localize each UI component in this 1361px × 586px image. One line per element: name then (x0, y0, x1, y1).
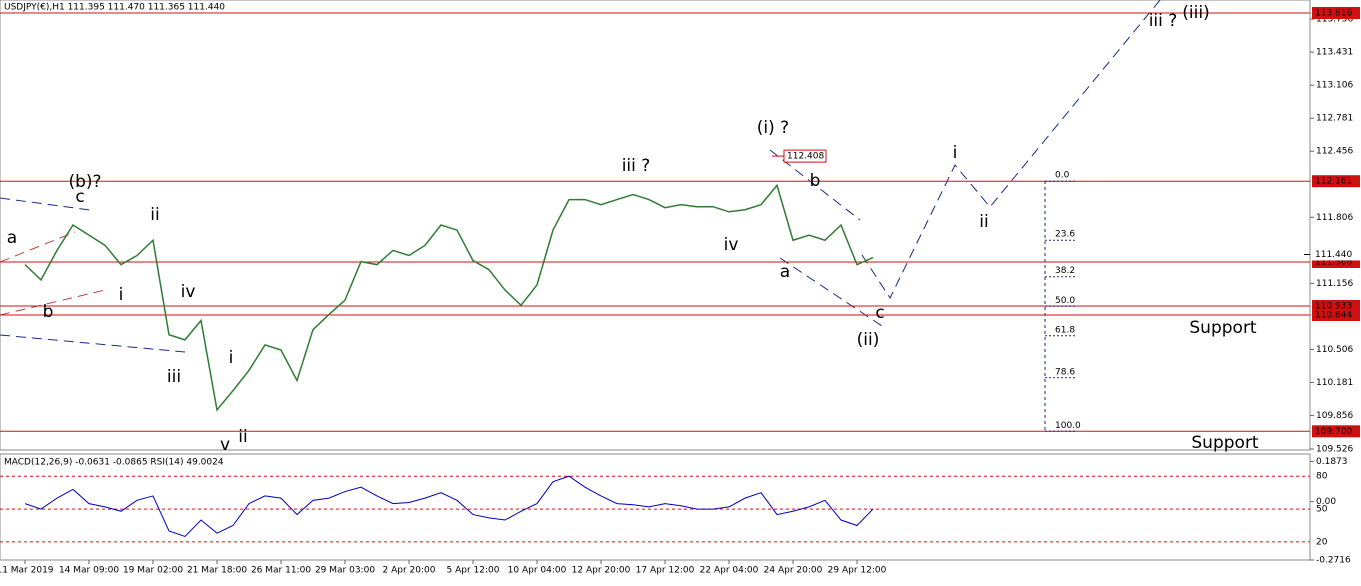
x-tick-label: 29 Mar 03:00 (315, 566, 375, 576)
level-label: 110.844 (1315, 311, 1352, 321)
wave-label: iii ? (622, 156, 651, 176)
rsi-line (24, 475, 874, 538)
level-box (1312, 7, 1360, 20)
x-tick-label: 29 Apr 12:00 (828, 566, 887, 576)
wave-label: iv (181, 282, 196, 302)
price-line (24, 183, 874, 412)
macd-tick-label: 0.00 (1316, 497, 1336, 507)
fib-label: 38.2 (1055, 266, 1075, 276)
x-tick-label: 12 Apr 20:00 (572, 566, 631, 576)
wave-label: a (780, 262, 790, 282)
wave-label: (b)? (68, 172, 101, 192)
last-price-box (1312, 248, 1360, 261)
channel-line (779, 257, 886, 329)
wave-label: (ii) (857, 330, 880, 350)
high-label: 112.408 (787, 152, 824, 162)
wave-label: i (953, 143, 958, 163)
wave-label: iv (724, 235, 739, 255)
x-tick-label: 19 Mar 02:00 (123, 566, 183, 576)
rsi-tick-label: 80 (1316, 472, 1328, 482)
x-tick-label: 5 Apr 12:00 (447, 566, 500, 576)
y-tick-label: 112.456 (1316, 147, 1353, 157)
level-label: 110.933 (1315, 301, 1352, 311)
y-tick-label: 111.806 (1316, 213, 1353, 223)
fib-label: 0.0 (1055, 171, 1070, 181)
fib-label: 78.6 (1055, 367, 1075, 377)
macd-tick-label: -0.2716 (1316, 556, 1351, 566)
wave-label: ii (150, 205, 159, 225)
wave-label: ii (238, 427, 247, 447)
y-tick-label: 110.506 (1316, 345, 1353, 355)
level-label: 113.816 (1315, 9, 1352, 19)
x-tick-label: 10 Apr 04:00 (508, 566, 567, 576)
x-tick-label: 14 Mar 09:00 (59, 566, 119, 576)
fib-label: 50.0 (1055, 296, 1075, 306)
projection-path (861, 0, 1161, 300)
x-tick-label: 11 Mar 2019 (0, 566, 54, 576)
wave-label: (iii) (1182, 3, 1209, 23)
level-label: 109.700 (1315, 427, 1352, 437)
level-box (1312, 175, 1360, 188)
indicator-title: MACD(12,26,9) -0.0631 -0.0865 RSI(14) 49… (4, 458, 224, 468)
wave-label: iii (167, 367, 181, 387)
level-box (1312, 309, 1360, 322)
channel-line (0, 289, 106, 316)
rsi-tick-label: 50 (1316, 505, 1328, 515)
high-box (783, 149, 827, 163)
x-tick-label: 22 Apr 04:00 (700, 566, 759, 576)
y-tick-label: 112.781 (1316, 114, 1353, 124)
x-tick-label: 17 Apr 12:00 (636, 566, 695, 576)
y-tick-label: 111.156 (1316, 279, 1353, 289)
level-label: 112.161 (1315, 177, 1352, 187)
wave-label: c (75, 187, 84, 207)
price-panel (0, 0, 1311, 451)
wave-label: a (7, 228, 17, 248)
x-tick-label: 24 Apr 20:00 (764, 566, 823, 576)
wave-label: v (220, 435, 230, 455)
wave-label: iii ? (1149, 11, 1178, 31)
level-box (1312, 299, 1360, 312)
wave-label: i (229, 348, 234, 368)
x-tick-label: 2 Apr 20:00 (383, 566, 436, 576)
y-tick-label: 110.181 (1316, 378, 1353, 388)
wave-label: b (43, 302, 54, 322)
level-label: 111.366 (1315, 257, 1352, 267)
y-tick-label: 109.526 (1316, 444, 1353, 454)
rsi-tick-label: 20 (1316, 537, 1328, 547)
wave-label: ii (979, 212, 988, 232)
x-tick-label: 21 Mar 18:00 (187, 566, 247, 576)
y-tick-label: 109.856 (1316, 411, 1353, 421)
y-tick-label: 113.756 (1316, 15, 1353, 25)
wave-label: b (810, 171, 821, 191)
wave-label: i (119, 285, 124, 305)
chart-title: USDJPY(€),H1 111.395 111.470 111.365 111… (4, 3, 225, 13)
fib-label: 23.6 (1055, 230, 1075, 240)
x-tick-label: 26 Mar 11:00 (251, 566, 311, 576)
y-tick-label: 113.431 (1316, 48, 1353, 58)
wave-label: c (875, 303, 884, 323)
projections (0, 0, 1161, 430)
indicator-panel (0, 453, 1311, 561)
channel-line (0, 231, 76, 263)
level-box (1312, 425, 1360, 438)
last-price-label: 111.440 (1315, 250, 1352, 260)
wave-label: Support (1191, 433, 1259, 453)
fib-label: 100.0 (1055, 421, 1081, 431)
wave-label: (i) ? (757, 118, 789, 138)
y-tick-label: 113.106 (1316, 81, 1353, 91)
macd-tick-label: 0.1873 (1316, 457, 1348, 467)
fib-label: 61.8 (1055, 325, 1075, 335)
wave-label: Support (1189, 318, 1257, 338)
